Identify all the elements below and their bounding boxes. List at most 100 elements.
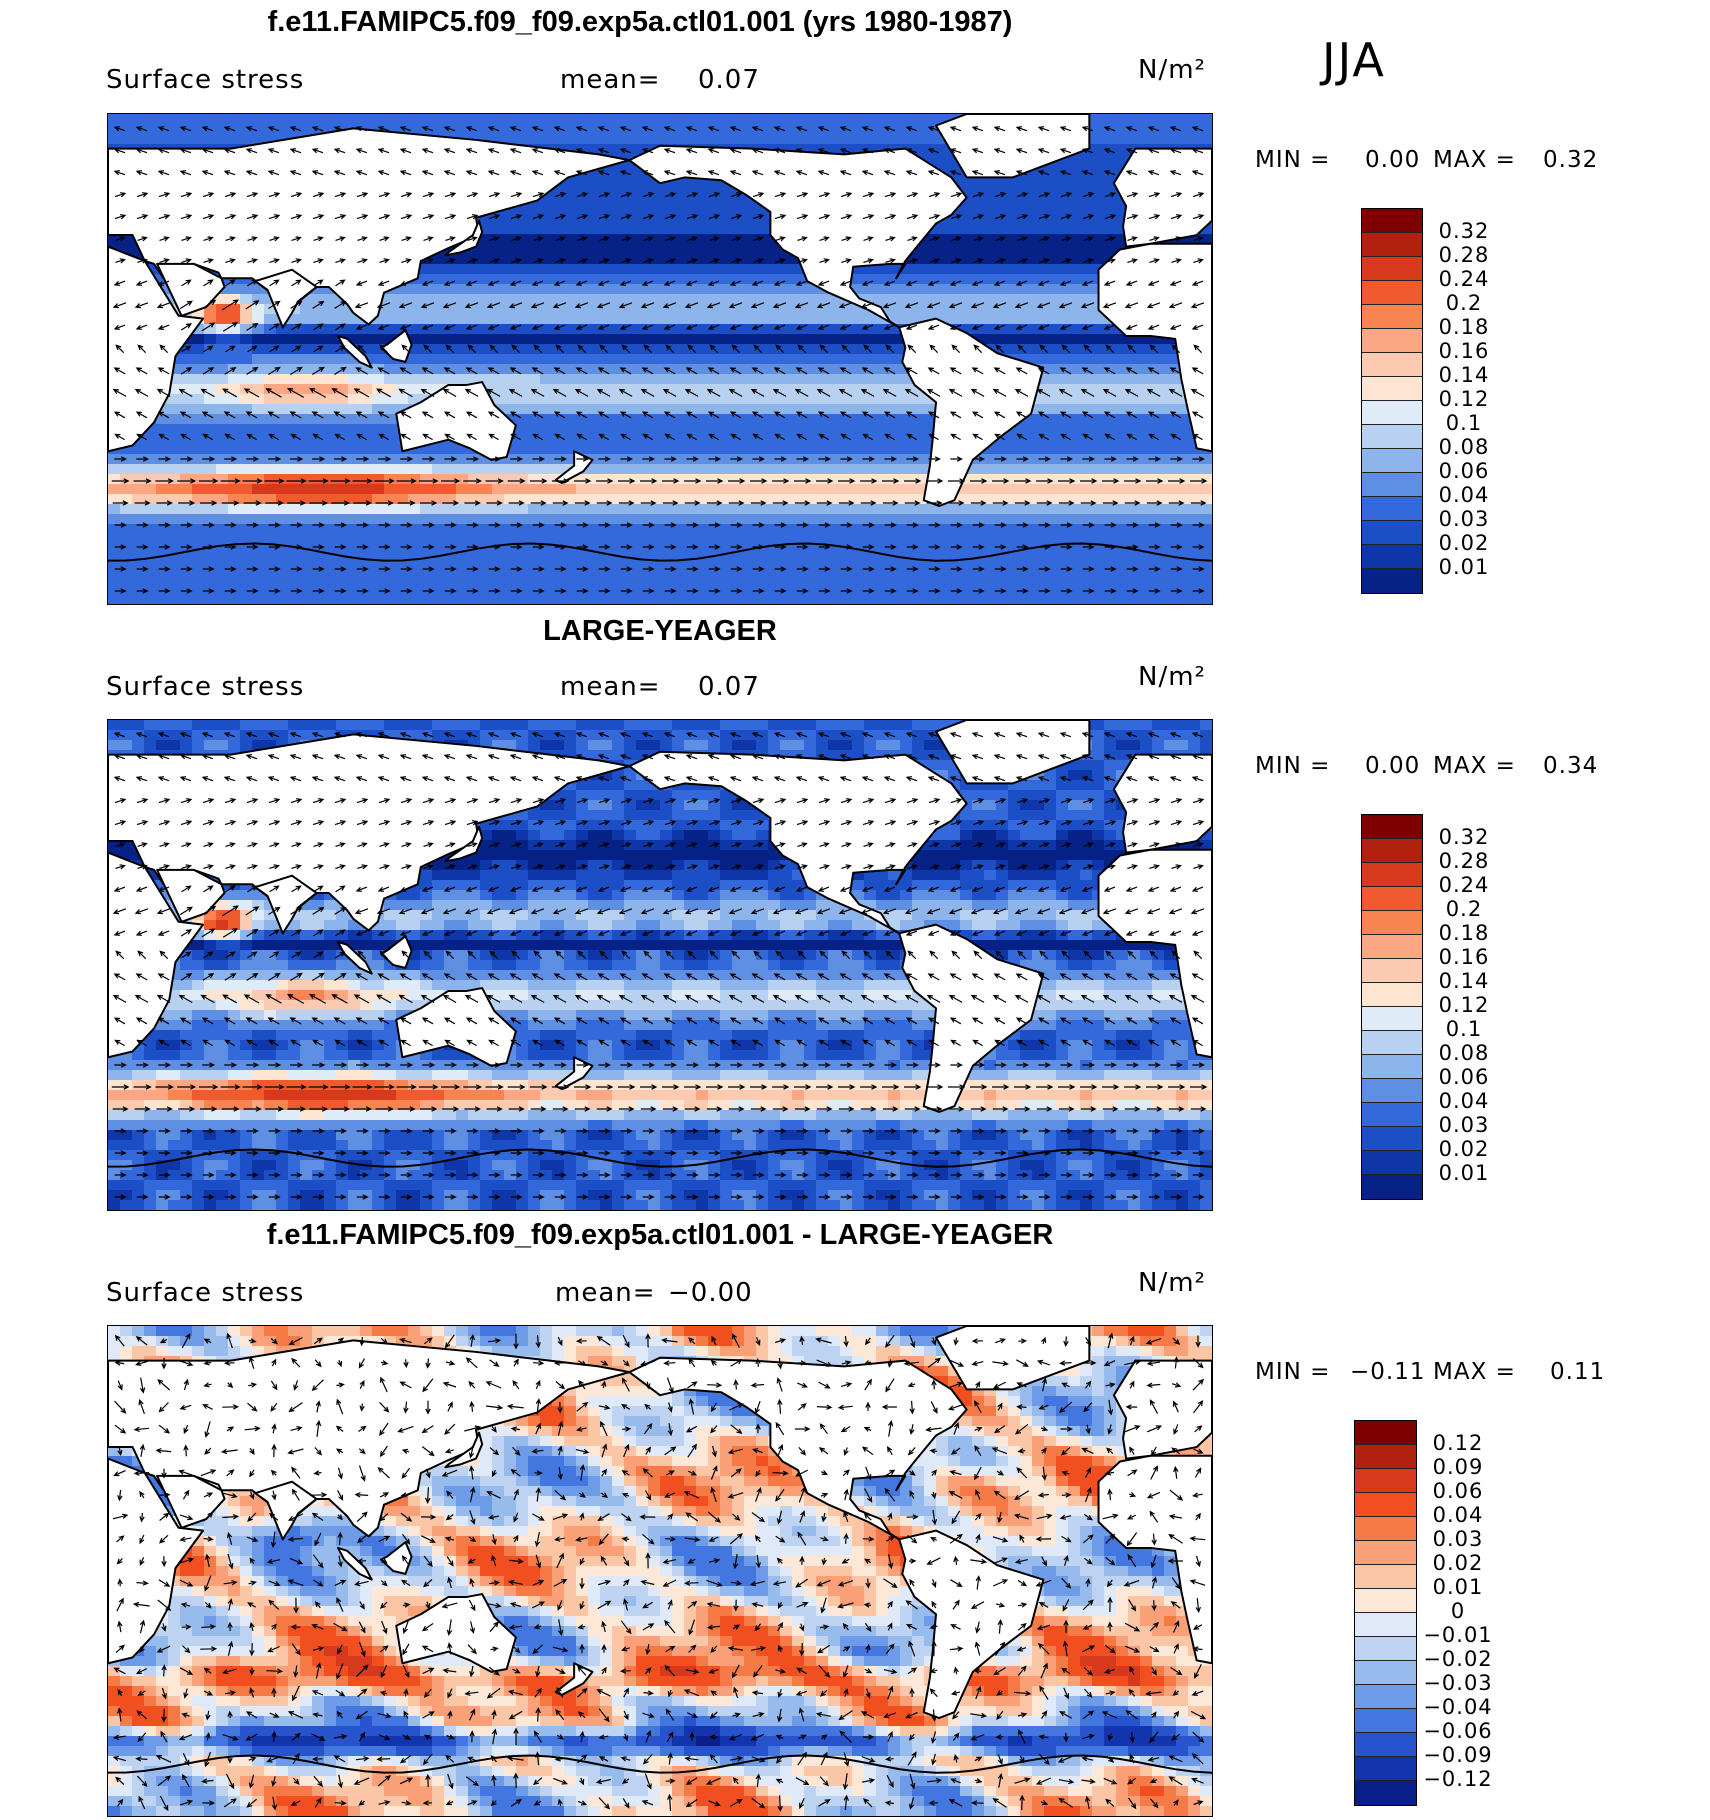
vector-arrow <box>598 1039 609 1047</box>
vector-arrow <box>489 1359 500 1367</box>
vector-arrow <box>620 566 633 572</box>
vector-arrow <box>423 842 434 848</box>
colorbar-tick-label: 0.02 <box>1438 1137 1490 1161</box>
vector-arrow <box>1147 754 1160 760</box>
vector-arrow <box>512 1668 521 1674</box>
vector-arrow <box>532 192 545 198</box>
vector-arrow <box>1063 1336 1069 1347</box>
colorbar-tick-label: 0.02 <box>1432 1551 1484 1575</box>
vector-arrow <box>553 324 566 330</box>
vector-arrow <box>513 1772 519 1789</box>
vector-arrow <box>1082 798 1095 804</box>
vector-arrow <box>887 1600 893 1609</box>
vector-arrow <box>1105 1533 1116 1544</box>
vector-arrow <box>465 280 478 286</box>
vector-arrow <box>860 302 875 309</box>
vector-arrow <box>1016 1172 1029 1178</box>
vector-arrow <box>224 798 237 804</box>
vector-arrow <box>137 1732 147 1743</box>
vector-arrow <box>665 1536 677 1542</box>
vector-arrow <box>249 1491 255 1500</box>
vector-arrow <box>750 478 768 484</box>
vector-arrow <box>752 522 765 528</box>
vector-arrow <box>444 522 457 528</box>
vector-arrow <box>378 1734 391 1741</box>
vector-arrow <box>380 1376 388 1393</box>
vector-arrow <box>709 950 719 960</box>
vector-arrow <box>132 1601 150 1608</box>
vector-arrow <box>334 433 345 441</box>
vector-arrow <box>1038 544 1051 550</box>
vector-arrow <box>797 950 807 960</box>
vector-arrow <box>556 1552 564 1569</box>
vector-arrow <box>135 1336 148 1346</box>
vector-arrow <box>1038 1753 1050 1765</box>
vector-arrow <box>137 344 147 354</box>
vector-arrow <box>399 1777 414 1785</box>
vector-arrow <box>751 1690 763 1696</box>
vector-arrow <box>466 192 479 198</box>
vector-arrow <box>531 754 544 760</box>
vector-arrow <box>1105 1690 1116 1696</box>
vector-arrow <box>443 411 456 419</box>
vector-arrow <box>443 170 456 176</box>
vector-arrow <box>926 500 943 506</box>
vector-arrow <box>491 1774 497 1787</box>
vector-arrow <box>686 456 699 462</box>
vector-arrow <box>642 588 655 594</box>
vector-arrow <box>904 500 921 506</box>
vector-arrow <box>1103 280 1116 286</box>
vector-arrow <box>884 1128 897 1134</box>
colorbar-tick-label: 0.01 <box>1432 1575 1484 1599</box>
vector-arrow <box>731 1580 743 1586</box>
vector-arrow <box>597 930 610 936</box>
vector-arrow <box>1170 522 1183 528</box>
vector-arrow <box>487 930 500 936</box>
vector-arrow <box>773 973 786 981</box>
vector-arrow <box>463 478 483 484</box>
vector-arrow <box>1013 1690 1032 1697</box>
vector-arrow <box>861 280 874 286</box>
vector-arrow <box>621 842 632 848</box>
vector-arrow <box>204 1751 212 1768</box>
vector-arrow <box>843 1688 849 1697</box>
vector-arrow <box>949 754 962 760</box>
vector-arrow <box>907 950 917 960</box>
vector-arrow <box>775 1535 786 1543</box>
vector-arrow <box>489 842 500 848</box>
vector-arrow <box>644 1403 652 1410</box>
vector-arrow <box>509 148 522 154</box>
vector-arrow <box>157 367 170 375</box>
vector-arrow <box>1102 388 1117 397</box>
vector-arrow <box>1128 1492 1137 1498</box>
vector-arrow <box>884 1150 897 1156</box>
vector-arrow <box>179 126 192 132</box>
vector-arrow <box>487 973 500 981</box>
vector-arrow <box>751 411 764 419</box>
vector-arrow <box>115 864 126 870</box>
vector-arrow <box>400 798 413 804</box>
vector-arrow <box>883 1712 896 1719</box>
vector-arrow <box>773 732 786 738</box>
vector-arrow <box>535 1487 541 1502</box>
vector-arrow <box>139 1619 146 1634</box>
vector-arrow <box>1018 1338 1028 1344</box>
vector-arrow <box>135 1668 148 1675</box>
vector-arrow <box>597 280 610 286</box>
vector-arrow <box>1017 1712 1028 1718</box>
vector-arrow <box>906 1039 917 1047</box>
vector-arrow <box>134 1106 151 1112</box>
vector-arrow <box>885 258 896 264</box>
vector-arrow <box>421 754 434 760</box>
vector-arrow <box>465 732 478 738</box>
vector-arrow <box>488 798 501 804</box>
vector-arrow <box>667 1513 674 1521</box>
colorbar-swatch <box>1362 329 1422 353</box>
vector-arrow <box>180 820 193 826</box>
panel-2-min-label: MIN = <box>1255 753 1331 779</box>
vector-arrow <box>819 258 830 264</box>
vector-arrow <box>839 411 852 419</box>
vector-arrow <box>883 886 896 892</box>
vector-arrow <box>223 1798 237 1808</box>
vector-arrow <box>246 1039 257 1047</box>
